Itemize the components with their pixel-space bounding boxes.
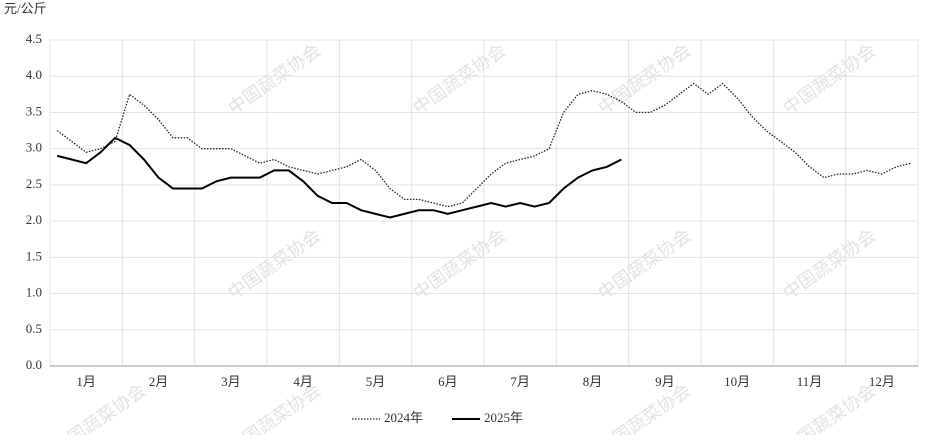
x-tick-label: 2月 xyxy=(149,374,169,389)
y-tick-label: 0.0 xyxy=(26,357,42,372)
y-tick-label: 2.5 xyxy=(26,176,42,191)
y-tick-label: 4.0 xyxy=(26,67,42,82)
x-tick-label: 4月 xyxy=(293,374,313,389)
y-axis-label: 元/公斤 xyxy=(4,1,47,16)
y-tick-label: 0.5 xyxy=(26,321,42,336)
x-tick-label: 10月 xyxy=(724,374,750,389)
x-tick-label: 12月 xyxy=(869,374,895,389)
x-tick-label: 5月 xyxy=(366,374,386,389)
y-tick-label: 2.0 xyxy=(26,212,42,227)
x-tick-label: 1月 xyxy=(76,374,96,389)
series-line xyxy=(56,136,622,219)
watermark: 中国蔬菜协会 xyxy=(779,380,880,435)
x-tick-label: 11月 xyxy=(797,374,823,389)
watermark: 中国蔬菜协会 xyxy=(224,225,325,304)
watermark: 中国蔬菜协会 xyxy=(409,40,510,119)
y-tick-label: 1.5 xyxy=(26,248,42,263)
watermark: 中国蔬菜协会 xyxy=(779,225,880,304)
x-tick-label: 6月 xyxy=(438,374,458,389)
y-tick-label: 1.0 xyxy=(26,285,42,300)
y-tick-label: 4.5 xyxy=(26,31,42,46)
legend-label: 2025年 xyxy=(484,410,523,425)
watermark: 中国蔬菜协会 xyxy=(594,225,695,304)
watermark: 中国蔬菜协会 xyxy=(779,40,880,119)
y-tick-label: 3.5 xyxy=(26,103,42,118)
legend-label: 2024年 xyxy=(384,410,423,425)
x-tick-label: 8月 xyxy=(583,374,603,389)
watermark: 中国蔬菜协会 xyxy=(594,380,695,435)
watermark: 中国蔬菜协会 xyxy=(49,380,150,435)
y-tick-label: 3.0 xyxy=(26,140,42,155)
x-tick-label: 3月 xyxy=(221,374,241,389)
series-line xyxy=(56,82,911,208)
watermark: 中国蔬菜协会 xyxy=(224,40,325,119)
watermark: 中国蔬菜协会 xyxy=(594,40,695,119)
x-tick-label: 7月 xyxy=(510,374,530,389)
x-tick-label: 9月 xyxy=(655,374,675,389)
watermark: 中国蔬菜协会 xyxy=(409,225,510,304)
